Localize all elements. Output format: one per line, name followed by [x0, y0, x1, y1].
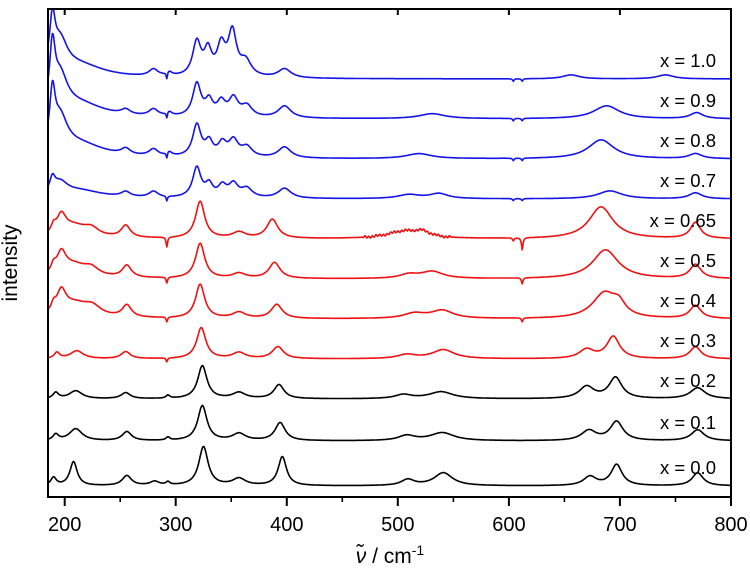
x-tick-label: 800	[714, 514, 747, 536]
x-tick-label: 300	[159, 514, 192, 536]
spectrum-curve-3	[47, 165, 732, 202]
nu-tilde-symbol: ν̃	[355, 544, 367, 568]
curve-label-1: x = 0.9	[660, 90, 716, 111]
spectrum-curve-0	[47, 8, 732, 83]
x-tick-label: 400	[270, 514, 303, 536]
curve-label-0: x = 1.0	[660, 50, 716, 71]
curve-label-5: x = 0.5	[660, 250, 716, 271]
spectrum-curve-5	[47, 242, 732, 285]
y-axis-label: intensity	[0, 224, 22, 302]
x-tick-label: 200	[48, 514, 81, 536]
spectrum-curve-10	[47, 445, 732, 487]
curve-label-3: x = 0.7	[660, 170, 716, 191]
x-tick-label: 600	[492, 514, 525, 536]
spectrum-curve-8	[47, 364, 732, 400]
spectrum-curve-4	[47, 200, 732, 251]
superscript: -1	[412, 542, 425, 558]
spectrum-curve-2	[47, 79, 732, 162]
curve-label-4: x = 0.65	[650, 210, 716, 231]
spectra-curves	[47, 8, 732, 487]
spectrum-curve-7	[47, 326, 732, 363]
x-tick-label: 500	[381, 514, 414, 536]
curve-labels: x = 1.0 x = 0.9 x = 0.8 x = 0.7 x = 0.65 x = …	[650, 50, 716, 478]
spectrum-curve-6	[47, 283, 732, 323]
curve-label-10: x = 0.0	[660, 457, 716, 478]
x-tick-labels: 200 300 400 500 600 700 800	[48, 514, 748, 536]
plot-frame	[47, 8, 732, 498]
curve-label-2: x = 0.8	[660, 130, 716, 151]
curve-label-9: x = 0.1	[660, 412, 716, 433]
spectrum-curve-1	[47, 32, 732, 122]
curve-label-6: x = 0.4	[660, 290, 716, 311]
x-axis-label: ν̃ / cm-1	[355, 542, 424, 568]
x-tick-label: 700	[603, 514, 636, 536]
curve-label-8: x = 0.2	[660, 370, 716, 391]
unit-text: / cm	[366, 545, 412, 568]
spectrum-curve-9	[47, 404, 732, 442]
axis-ticks	[63, 9, 732, 506]
curve-label-7: x = 0.3	[660, 330, 716, 351]
